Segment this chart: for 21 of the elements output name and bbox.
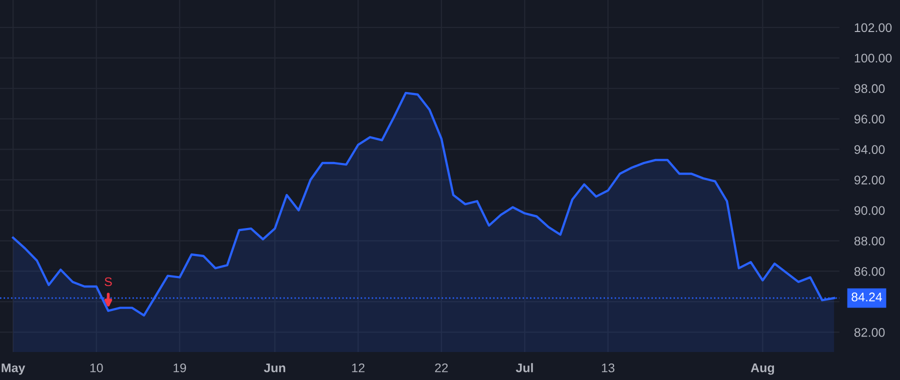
x-tick-label: 22 [435,363,448,372]
x-tick-label: 19 [174,363,186,372]
y-tick-label: 86.00 [854,267,885,276]
x-tick-label: 13 [602,363,614,372]
y-tick-label: 88.00 [854,236,885,246]
x-tick-label: May [2,364,26,375]
y-tick-label: 82.00 [854,328,885,337]
x-tick-label: Jul [516,363,533,372]
annotation: S [104,277,112,286]
y-tick-label: 92.00 [854,176,885,184]
ref-line-label: 84.24 [852,292,882,302]
y-tick-label: 98.00 [854,84,885,94]
y-tick-label: 96.00 [854,114,885,124]
x-tick-label: Aug [750,364,774,375]
y-tick-label: 102.00 [854,23,892,32]
x-tick-label: Jun [264,364,286,372]
y-tick-label: 100.00 [854,54,892,63]
x-tick-label: 10 [90,363,103,372]
y-tick-label: 90.00 [854,206,885,215]
x-tick-label: 12 [352,363,364,372]
y-tick-label: 94.00 [854,145,885,154]
